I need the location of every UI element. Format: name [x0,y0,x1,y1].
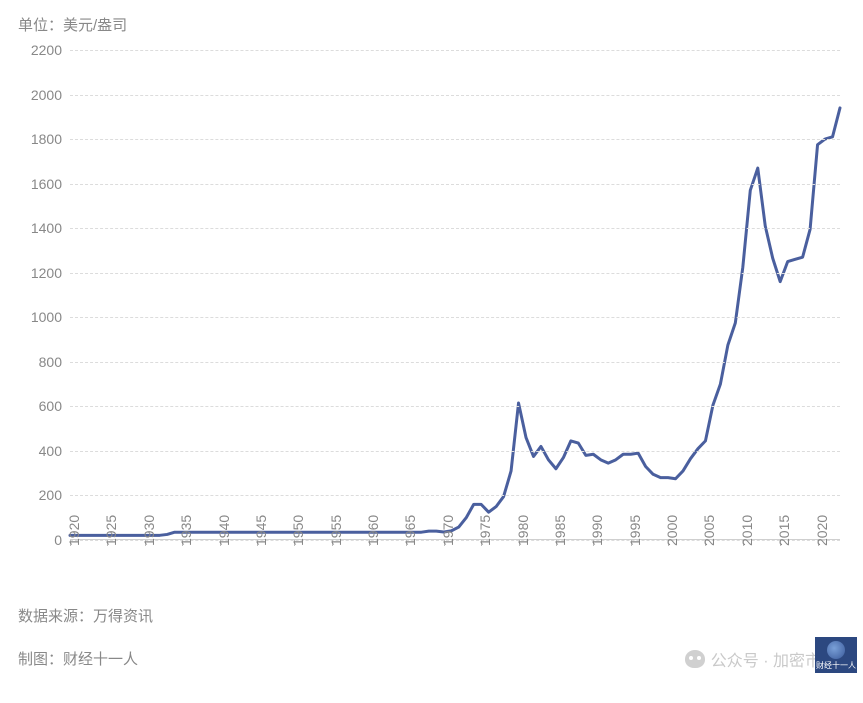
xtick-label: 1970 [440,515,456,546]
gridline [70,50,840,51]
xtick-label: 1940 [216,515,232,546]
xtick-label: 1920 [66,515,82,546]
xtick-label: 1955 [328,515,344,546]
gridline [70,273,840,274]
xtick-label: 1990 [589,515,605,546]
xtick-label: 1980 [515,515,531,546]
ytick-label: 600 [39,398,70,414]
xtick-label: 1930 [141,515,157,546]
gridline [70,451,840,452]
xtick-label: 1950 [290,515,306,546]
gridline [70,406,840,407]
credit-label: 制图：财经十一人 [18,648,138,669]
ytick-label: 1400 [31,220,70,236]
data-source-label: 数据来源：万得资讯 [18,605,153,626]
line-chart-svg [70,50,840,540]
gridline [70,317,840,318]
gridline [70,495,840,496]
gridline [70,139,840,140]
xtick-label: 2020 [814,515,830,546]
gridline [70,228,840,229]
gridline [70,184,840,185]
ytick-label: 400 [39,443,70,459]
wechat-icon [685,650,705,668]
xtick-label: 1995 [627,515,643,546]
xtick-label: 2000 [664,515,680,546]
gridline [70,362,840,363]
unit-label: 单位：美元/盎司 [18,14,127,35]
price-line [70,108,840,535]
logo-badge: 财经十一人 [815,637,857,673]
ytick-label: 800 [39,354,70,370]
xtick-label: 1935 [178,515,194,546]
logo-text: 财经十一人 [816,660,856,671]
xtick-label: 1965 [402,515,418,546]
ytick-label: 200 [39,487,70,503]
xtick-label: 2005 [701,515,717,546]
gridline [70,95,840,96]
chart-container: 单位：美元/盎司 0200400600800100012001400160018… [0,0,863,703]
xtick-label: 1945 [253,515,269,546]
xtick-label: 1975 [477,515,493,546]
plot-area: 0200400600800100012001400160018002000220… [70,50,840,540]
xtick-label: 2015 [776,515,792,546]
ytick-label: 2200 [31,42,70,58]
ytick-label: 1200 [31,265,70,281]
ytick-label: 1800 [31,131,70,147]
ytick-label: 1600 [31,176,70,192]
xtick-label: 1985 [552,515,568,546]
xtick-label: 2010 [739,515,755,546]
xtick-label: 1925 [103,515,119,546]
ytick-label: 2000 [31,87,70,103]
ytick-label: 1000 [31,309,70,325]
xtick-label: 1960 [365,515,381,546]
